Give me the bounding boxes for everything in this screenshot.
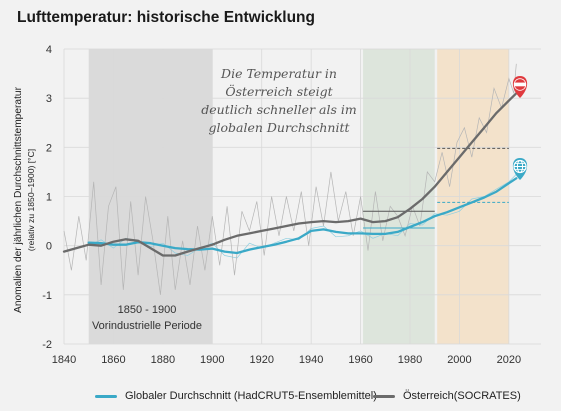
legend-austria-label: Österreich(SOCRATES) (403, 390, 521, 402)
austria-flag-pin-icon (512, 76, 528, 98)
preindustrial-years: 1850 - 1900 (118, 304, 177, 316)
x-tick-label: 1860 (101, 354, 125, 366)
annotation-line-2: Österreich steigt (225, 83, 333, 99)
x-tick-label: 1960 (348, 354, 372, 366)
y-axis-ticks: -2 -1 0 1 2 3 4 (42, 44, 52, 351)
annotation-line-3: deutlich schneller als im (201, 102, 356, 117)
x-tick-label: 1920 (249, 354, 273, 366)
y-tick-label: 2 (46, 142, 52, 154)
preindustrial-period: Vorindustrielle Periode (92, 320, 202, 332)
x-tick-label: 1900 (200, 354, 224, 366)
x-axis-ticks: 1840 1860 1880 1900 1920 1940 1960 1980 2000 2020 (52, 354, 521, 366)
y-tick-label: 0 (46, 241, 52, 253)
legend-global-swatch (95, 394, 117, 398)
legend-global: Globaler Durchschnitt (HadCRUT5-Ensemble… (95, 390, 377, 402)
y-axis-label: Anomalien der jährlichen Durchschnittste… (13, 86, 24, 313)
annotation-line-4: globalen Durchschnitt (208, 120, 350, 135)
annotation-line-1: Die Temperatur in (220, 66, 337, 81)
austria-smoothed-line (62, 92, 518, 257)
legend-austria-swatch (373, 394, 395, 398)
trend-annotation: Die Temperatur in Österreich steigt deut… (201, 66, 356, 135)
legend-austria: Österreich(SOCRATES) (373, 390, 521, 402)
y-tick-label: 1 (46, 192, 52, 204)
legend-global-label: Globaler Durchschnitt (HadCRUT5-Ensemble… (125, 390, 377, 402)
smoothed-series (62, 92, 518, 257)
x-tick-label: 1840 (52, 354, 76, 366)
preindustrial-label: 1850 - 1900 Vorindustrielle Periode (92, 304, 202, 332)
x-tick-label: 1980 (398, 354, 422, 366)
globe-pin-icon (512, 158, 528, 180)
austria-annual-line (63, 63, 517, 295)
grid-lines (63, 48, 541, 345)
y-tick-label: -1 (42, 290, 52, 302)
y-axis-sublabel: (relativ zu 1850–1900) [°C] (26, 149, 36, 251)
y-tick-label: 4 (46, 44, 52, 56)
y-tick-label: 3 (46, 93, 52, 105)
x-tick-label: 1880 (151, 354, 175, 366)
x-tick-label: 2020 (497, 354, 521, 366)
global-smoothed-line (87, 177, 518, 255)
x-tick-label: 1940 (299, 354, 323, 366)
x-tick-label: 2000 (447, 354, 471, 366)
y-tick-label: -2 (42, 339, 52, 351)
chart-title: Lufttemperatur: historische Entwicklung (17, 9, 315, 26)
